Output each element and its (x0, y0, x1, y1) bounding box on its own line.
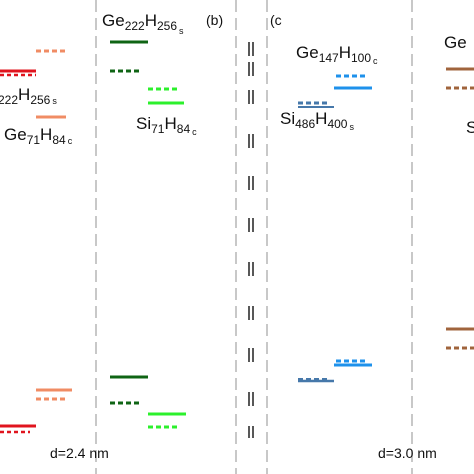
label-right-ge: Ge (444, 33, 467, 52)
distance-label-right: d=3.0 nm (378, 445, 437, 461)
label-ge71-left: Ge71H84 c (4, 125, 73, 147)
label-right-si: S (466, 118, 474, 137)
label-b-ge: Ge222H256 s (102, 11, 184, 36)
panel-tag-c: (c (270, 12, 282, 28)
label-c-si: Si486H400 s (280, 109, 354, 132)
label-c-ge: Ge147H100 c (296, 43, 378, 66)
panel-tag-b: (b) (206, 12, 223, 28)
axis-break-mark (248, 42, 254, 438)
label-b-si: Si71H84 c (136, 114, 197, 137)
distance-label-left: d=2.4 nm (50, 445, 109, 461)
label-ge222-left: 222H256 s (0, 85, 57, 107)
